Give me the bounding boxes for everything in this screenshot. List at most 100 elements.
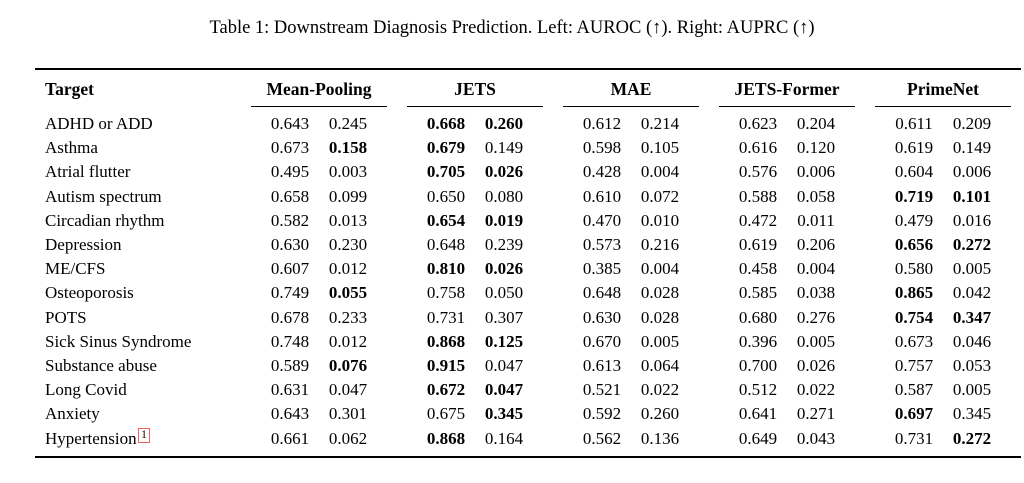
metric-pair-cell: 0.470 0.010 [553,209,709,233]
metric-pair-cell: 0.512 0.022 [709,378,865,402]
auroc-value: 0.731 [426,307,466,327]
auroc-value: 0.915 [426,356,466,376]
auroc-value: 0.623 [738,114,778,133]
auroc-value: 0.613 [582,356,622,376]
auroc-value: 0.700 [738,356,778,376]
auroc-value: 0.598 [582,138,622,158]
auprc-value: 0.307 [484,307,524,327]
auprc-value: 0.064 [640,356,680,376]
metric-pair-cell: 0.673 0.046 [865,330,1021,354]
auroc-auprc-pair: 0.582 0.013 [241,209,397,233]
auprc-value: 0.216 [640,235,680,255]
table-row: Long Covid 0.631 0.047 0.672 0.047 0.521 0.022… [35,378,1021,402]
auroc-value: 0.458 [738,259,778,279]
auroc-auprc-pair: 0.631 0.047 [241,378,397,402]
metric-pair-cell: 0.385 0.004 [553,257,709,281]
auprc-value: 0.028 [640,307,680,327]
auprc-value: 0.204 [796,114,836,133]
auroc-value: 0.619 [894,138,934,158]
footnote-ref-link[interactable]: 1 [137,427,151,443]
auprc-value: 0.272 [952,235,992,255]
results-table: Target Mean-Pooling JETS MAE JETS-Former Pri… [35,68,1021,458]
auroc-value: 0.604 [894,162,934,182]
auroc-auprc-pair: 0.587 0.005 [865,378,1021,402]
auroc-value: 0.649 [738,428,778,448]
metric-pair-cell: 0.612 0.214 [553,107,709,136]
auroc-auprc-pair: 0.521 0.022 [553,378,709,402]
auroc-value: 0.656 [894,235,934,255]
auprc-value: 0.003 [328,162,368,182]
auprc-value: 0.209 [952,114,992,133]
auroc-auprc-pair: 0.613 0.064 [553,354,709,378]
auprc-value: 0.271 [796,404,836,424]
auprc-value: 0.158 [328,138,368,158]
method-name: MAE [610,79,652,99]
auprc-value: 0.105 [640,138,680,158]
auroc-value: 0.705 [426,162,466,182]
auroc-value: 0.719 [894,186,934,206]
metric-pair-cell: 0.613 0.064 [553,354,709,378]
auprc-value: 0.345 [484,404,524,424]
column-header-mean-pooling: Mean-Pooling [241,69,397,107]
auprc-value: 0.022 [796,380,836,400]
auroc-value: 0.588 [738,186,778,206]
auroc-auprc-pair: 0.641 0.271 [709,402,865,426]
auroc-auprc-pair: 0.749 0.055 [241,281,397,305]
auroc-value: 0.868 [426,331,466,351]
table-row: ADHD or ADD 0.643 0.245 0.668 0.260 0.612 0.21… [35,107,1021,136]
auprc-value: 0.345 [952,404,992,424]
auroc-value: 0.670 [582,331,622,351]
metric-pair-cell: 0.630 0.230 [241,233,397,257]
auroc-value: 0.396 [738,331,778,351]
header-underline [407,106,543,107]
auprc-value: 0.028 [640,283,680,303]
metric-pair-cell: 0.495 0.003 [241,160,397,184]
auroc-value: 0.697 [894,404,934,424]
auroc-auprc-pair: 0.630 0.230 [241,233,397,257]
auroc-auprc-pair: 0.592 0.260 [553,402,709,426]
auroc-value: 0.868 [426,428,466,448]
auroc-auprc-pair: 0.675 0.345 [397,402,553,426]
metric-pair-cell: 0.631 0.047 [241,378,397,402]
auroc-auprc-pair: 0.731 0.272 [865,427,1021,451]
metric-pair-cell: 0.479 0.016 [865,209,1021,233]
metric-pair-cell: 0.731 0.307 [397,306,553,330]
auprc-value: 0.230 [328,235,368,255]
auprc-value: 0.042 [952,283,992,303]
column-header-target: Target [45,79,94,99]
metric-pair-cell: 0.396 0.005 [709,330,865,354]
auroc-value: 0.512 [738,380,778,400]
auroc-auprc-pair: 0.661 0.062 [241,427,397,451]
target-cell: Substance abuse [35,354,241,378]
auprc-value: 0.046 [952,331,992,351]
column-header-jets-former: JETS-Former [709,69,865,107]
target-cell: Anxiety [35,402,241,426]
auroc-value: 0.592 [582,404,622,424]
auroc-value: 0.679 [426,138,466,158]
auroc-auprc-pair: 0.619 0.149 [865,136,1021,160]
auroc-value: 0.648 [582,283,622,303]
metric-pair-cell: 0.611 0.209 [865,107,1021,136]
auprc-value: 0.012 [328,331,368,351]
auroc-auprc-pair: 0.495 0.003 [241,160,397,184]
metric-pair-cell: 0.604 0.006 [865,160,1021,184]
auroc-value: 0.643 [270,114,310,133]
auroc-auprc-pair: 0.630 0.028 [553,306,709,330]
metric-pair-cell: 0.623 0.204 [709,107,865,136]
auroc-value: 0.619 [738,235,778,255]
auprc-value: 0.022 [640,380,680,400]
target-label: Hypertension [45,428,137,448]
column-header-primenet: PrimeNet [865,69,1021,107]
auprc-value: 0.260 [484,114,524,133]
metric-pair-cell: 0.719 0.101 [865,185,1021,209]
auroc-auprc-pair: 0.648 0.239 [397,233,553,257]
target-label: Circadian rhythm [45,210,165,230]
auroc-auprc-pair: 0.385 0.004 [553,257,709,281]
auroc-auprc-pair: 0.757 0.053 [865,354,1021,378]
auroc-auprc-pair: 0.623 0.204 [709,112,865,136]
auroc-value: 0.810 [426,259,466,279]
auroc-value: 0.479 [894,210,934,230]
metric-pair-cell: 0.573 0.216 [553,233,709,257]
target-label: Depression [45,235,122,255]
target-cell: Hypertension 1 [35,427,241,457]
